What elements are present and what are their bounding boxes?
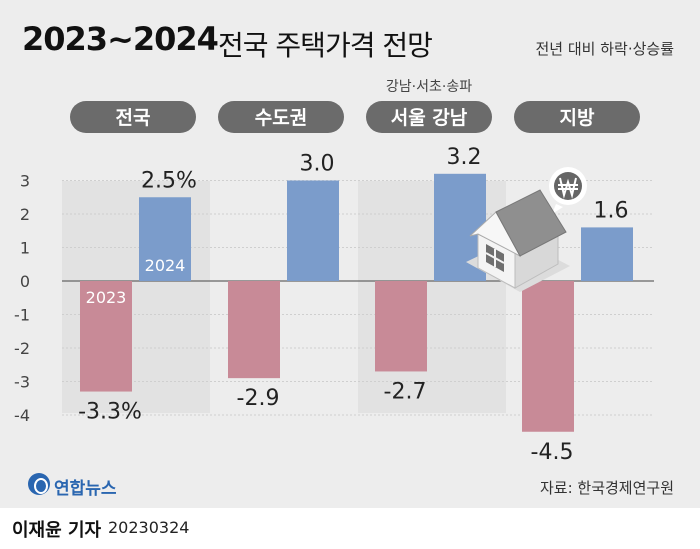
category-subtitle: 강남·서초·송파: [386, 79, 472, 95]
category-label: 서울 강남: [391, 107, 468, 129]
house-icon: [466, 189, 570, 292]
value-label-2024: 3.2: [447, 145, 482, 170]
chart-title-text: 전국 주택가격 전망: [218, 29, 433, 62]
chart-title-years: 2023~2024: [22, 20, 219, 58]
bar-2023-1: [80, 281, 132, 392]
y-tick-label: -3: [14, 373, 30, 392]
bar-2024-4: [581, 227, 633, 281]
source-note: 자료: 한국경제연구원: [539, 479, 674, 497]
category-label: 지방: [560, 107, 595, 129]
yonhap-logo-icon: [28, 473, 50, 495]
value-label-2023: -4.5: [531, 440, 574, 465]
value-label-2023: -2.9: [237, 386, 280, 411]
y-tick-label: 1: [20, 239, 30, 258]
series-label-2024: 2024: [145, 256, 186, 275]
value-label-2024: 1.6: [594, 198, 629, 223]
bar-2023-2: [228, 281, 280, 379]
y-tick-label: 2: [20, 205, 30, 224]
y-tick-label: -2: [14, 339, 30, 358]
unit-note: 전년 대비 하락·상승률: [535, 40, 674, 58]
category-label: 수도권: [255, 107, 307, 129]
bar-2023-4: [522, 281, 574, 432]
category-pill-2: [218, 101, 344, 133]
y-tick-label: 3: [20, 172, 30, 191]
value-label-2023: -2.7: [384, 379, 427, 404]
reporter-name: 이재윤 기자: [12, 520, 102, 541]
category-pill-4: [514, 101, 640, 133]
value-label-2024: 3.0: [300, 152, 335, 177]
bar-2024-2: [287, 180, 339, 281]
series-label-2023: 2023: [86, 288, 127, 307]
bar-2023-3: [375, 281, 427, 372]
category-pill-1: [70, 101, 196, 133]
value-label-2023: -3.3%: [78, 400, 142, 425]
category-pill-3: [366, 101, 492, 133]
won-coin-icon: [549, 167, 587, 214]
logo-text: 연합뉴스: [54, 479, 117, 499]
infographic-card: 2023~2024 전국 주택가격 전망 전년 대비 하락·상승률 3 2 1 0 -1…: [0, 0, 700, 508]
y-tick-label: 0: [20, 272, 30, 291]
category-label: 전국: [116, 107, 151, 129]
value-label-2024: 2.5%: [141, 168, 197, 193]
y-tick-label: -1: [14, 306, 30, 325]
y-tick-label: -4: [14, 406, 30, 425]
publish-date: 20230324: [108, 518, 190, 537]
bar-2024-1: [139, 197, 191, 281]
